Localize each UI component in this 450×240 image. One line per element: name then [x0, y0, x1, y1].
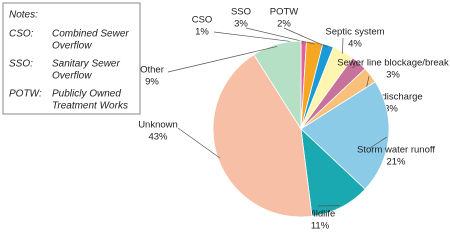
leader-line — [245, 27, 315, 45]
note-abbr: POTW: — [9, 89, 42, 100]
value-label: 3% — [384, 104, 398, 115]
value-label: 1% — [195, 27, 209, 38]
leader-line — [351, 64, 359, 69]
value-label: 9% — [145, 77, 159, 88]
note-text: Sanitary Sewer — [52, 59, 120, 70]
slice-label: CSO — [192, 15, 213, 26]
slice-label: POTW — [270, 7, 299, 18]
note-text: Publicly Owned — [52, 89, 121, 100]
note-abbr: CSO: — [9, 29, 34, 40]
pie-slice — [253, 40, 302, 131]
slice-label: SSO — [231, 7, 251, 18]
note-text: Combined Sewer — [52, 29, 129, 40]
slice-label: Sewer line blockage/break — [337, 58, 449, 69]
note-text: Overflow — [52, 41, 92, 52]
leader-line — [369, 136, 387, 149]
slice-label: Unknown — [138, 120, 178, 131]
pie-slice — [300, 81, 390, 190]
slice-label: Septic system — [325, 27, 384, 38]
leader-line — [342, 37, 344, 54]
leader-line — [213, 31, 304, 44]
leader-line — [177, 127, 221, 159]
slice-label: Wildlife — [305, 209, 336, 220]
leader-line — [283, 27, 328, 48]
value-label: 3% — [234, 19, 248, 30]
slice-label: Boat discharge — [359, 92, 422, 103]
value-label: 21% — [386, 157, 406, 168]
slice-label: Storm water runoff — [357, 145, 435, 156]
note-text: Overflow — [52, 71, 92, 82]
value-label: 3% — [386, 70, 400, 81]
note-abbr: SSO: — [9, 59, 33, 70]
value-label: 2% — [277, 19, 291, 30]
leader-line — [167, 46, 278, 73]
notes-title: Notes: — [9, 10, 38, 21]
pie-slice — [212, 54, 313, 218]
value-label: 4% — [348, 39, 362, 50]
value-label: 11% — [311, 221, 330, 232]
value-label: 43% — [148, 132, 168, 143]
slice-label: Other — [140, 65, 164, 76]
chart: Notes: CSO: Combined Sewer Overflow SSO:… — [2, 2, 449, 232]
notes-box — [2, 2, 141, 115]
note-text: Treatment Works — [52, 101, 128, 112]
